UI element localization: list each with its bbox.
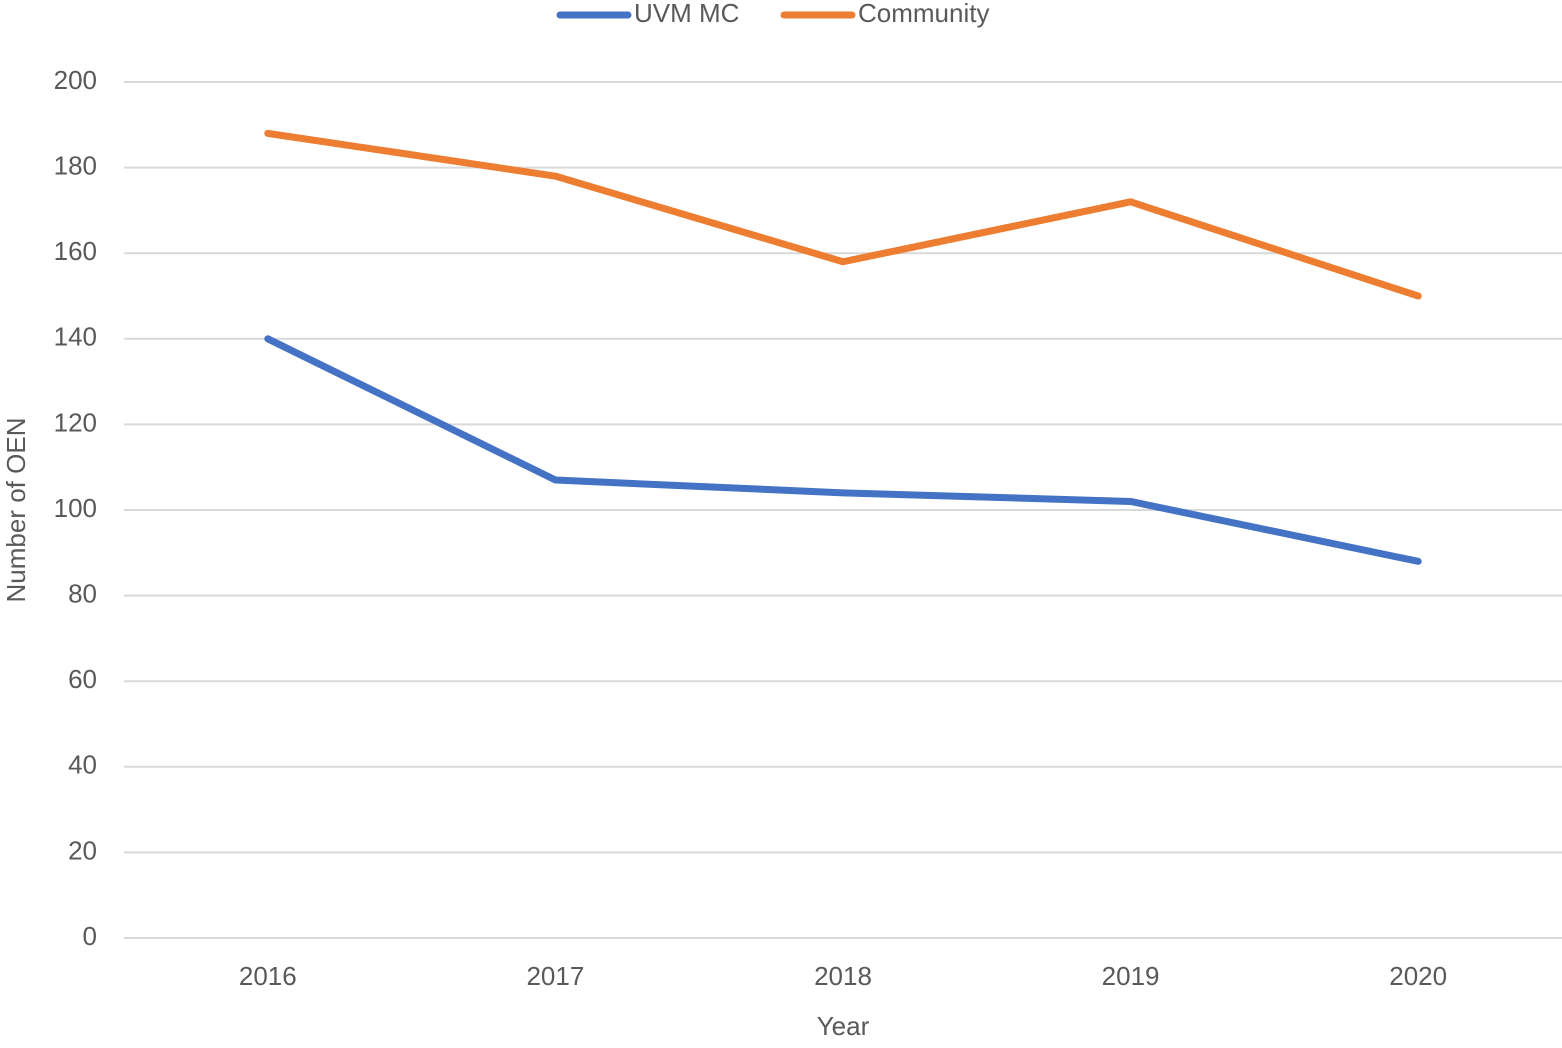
y-tick-label: 120 (54, 407, 97, 437)
legend-label: UVM MC (634, 0, 739, 28)
y-tick-label: 80 (68, 578, 97, 608)
y-tick-label: 100 (54, 493, 97, 523)
y-tick-label: 60 (68, 664, 97, 694)
x-tick-label: 2020 (1389, 961, 1447, 991)
x-tick-label: 2019 (1102, 961, 1160, 991)
legend-label: Community (858, 0, 989, 28)
y-tick-label: 160 (54, 236, 97, 266)
y-tick-label: 0 (83, 921, 97, 951)
x-axis-label: Year (817, 1011, 870, 1041)
y-tick-label: 180 (54, 150, 97, 180)
y-tick-label: 20 (68, 835, 97, 865)
y-tick-label: 140 (54, 322, 97, 352)
y-tick-label: 40 (68, 750, 97, 780)
x-tick-label: 2017 (526, 961, 584, 991)
y-tick-label: 200 (54, 65, 97, 95)
series-line (264, 335, 1422, 565)
x-tick-label: 2016 (239, 961, 297, 991)
series-line (264, 129, 1422, 300)
x-tick-label: 2018 (814, 961, 872, 991)
y-axis-label: Number of OEN (1, 418, 31, 603)
